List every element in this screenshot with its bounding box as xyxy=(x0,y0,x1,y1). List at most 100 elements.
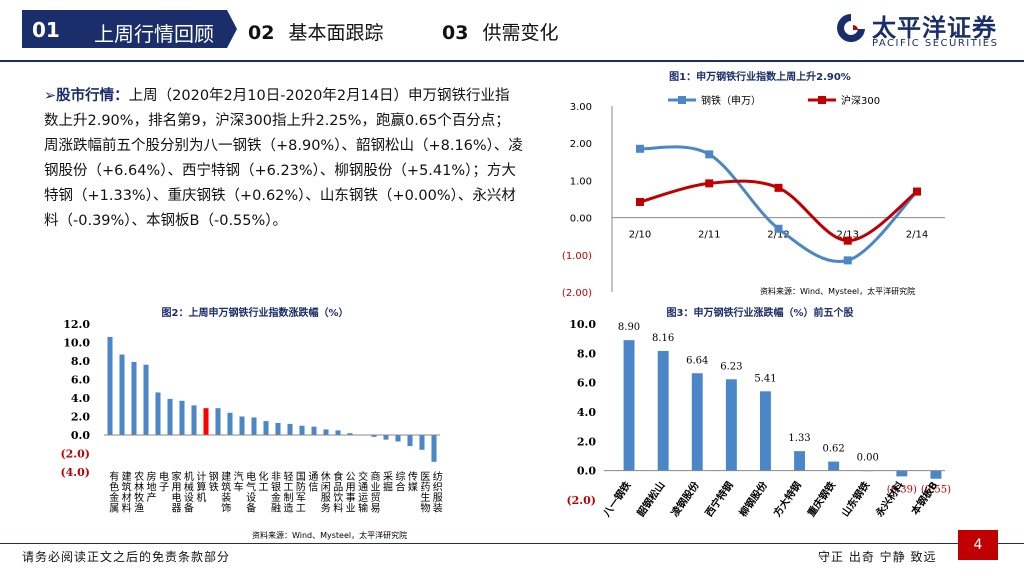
x-tick-label: 医药生物 xyxy=(420,471,430,515)
x-tick-label: 2/14 xyxy=(906,230,928,241)
bar-商业贸易 xyxy=(371,435,377,437)
y-tick-label: 3.00 xyxy=(570,102,592,113)
x-tick-label: 农林牧渔 xyxy=(134,470,144,515)
data-label: 5.41 xyxy=(754,373,776,384)
y-tick-label: (2.0) xyxy=(60,448,90,461)
y-tick-label: 2.0 xyxy=(71,411,90,424)
x-tick-label: 电气设备 xyxy=(246,470,256,515)
bar-银行 xyxy=(431,435,437,462)
source-note: 资料来源：Wind、Mysteel，太平洋研究院 xyxy=(760,286,915,296)
slide-header: 01 上周行情回顾 02 基本面跟踪 03 供需变化 太平洋证券 PACIFIC S… xyxy=(0,0,1024,62)
legend-swatch-marker xyxy=(678,96,686,104)
data-label: 8.90 xyxy=(618,322,640,333)
bar-建筑装饰 xyxy=(215,408,221,435)
x-tick-label: 汽车 xyxy=(234,470,244,494)
tab-market-review[interactable]: 01 上周行情回顾 xyxy=(22,10,237,48)
y-tick-label: 6.0 xyxy=(577,377,596,390)
bar-家用电器 xyxy=(167,398,173,435)
bar-凌钢股份 xyxy=(691,373,703,471)
bar-休闲服务 xyxy=(323,429,329,435)
x-tick-label: 采掘 xyxy=(383,471,393,494)
bar-传媒 xyxy=(311,426,317,435)
x-tick-label: 韶钢松山 xyxy=(634,479,668,519)
x-tick-label: 食品饮料 xyxy=(333,470,343,515)
x-tick-label: 2/12 xyxy=(767,230,789,241)
bar-化工 xyxy=(263,421,269,435)
x-tick-label: 国防军工 xyxy=(296,471,306,515)
x-tick-label: 机械设备 xyxy=(184,470,194,515)
bar-电气设备 xyxy=(239,416,245,435)
bar-八一钢铁 xyxy=(623,340,635,471)
x-tick-label: 2/10 xyxy=(629,230,651,241)
tab-label: 上周行情回顾 xyxy=(94,22,214,46)
x-tick-label: 建筑材料 xyxy=(122,470,132,515)
series-point-2 xyxy=(636,197,644,206)
chart-fig3: 图3：申万钢铁行业涨跌幅（%）前五个股 10.0 8.0 6.0 4.0 2.0 0.0 (2… xyxy=(566,306,951,520)
series-point-1 xyxy=(636,144,644,153)
series-point-2 xyxy=(705,179,714,188)
bar-西宁特钢 xyxy=(725,379,737,471)
bar-钢铁 xyxy=(203,408,209,435)
chart-title: 图2：上周申万钢铁行业指数涨跌幅（%） xyxy=(162,306,349,319)
y-tick-label: (2.00) xyxy=(562,288,592,299)
x-tick-label: 钢铁 xyxy=(209,470,219,494)
active-tab-shape xyxy=(22,10,237,48)
x-tick-label: 凌钢股份 xyxy=(668,478,702,519)
x-tick-label: 电子 xyxy=(159,470,169,494)
bar-医药生物 xyxy=(419,435,425,450)
x-tick-label: 非银金融 xyxy=(271,471,281,515)
legend-label: 钢铁（申万） xyxy=(701,94,761,107)
bar-本钢板B xyxy=(930,470,942,479)
y-tick-label: (2.0) xyxy=(566,494,596,507)
bar-方大特钢 xyxy=(794,451,806,471)
x-tick-label: 商业贸易 xyxy=(371,470,381,515)
y-tick-label: 8.0 xyxy=(71,355,90,368)
x-tick-label: 综合 xyxy=(395,470,405,494)
series-line-1 xyxy=(639,145,919,263)
logo-english: PACIFIC SECURITIES xyxy=(872,38,999,49)
y-tick-label: 1.00 xyxy=(570,176,592,187)
summary-body: 上周（2020年2月10日-2020年2月14日）申万钢铁行业指数上升2.90%… xyxy=(44,88,523,229)
bar-建筑材料 xyxy=(119,354,125,435)
x-tick-label: 建筑装饰 xyxy=(221,470,231,515)
y-tick-label: (4.0) xyxy=(60,466,90,479)
series-point-2 xyxy=(843,236,852,245)
bar-电子 xyxy=(155,392,161,435)
x-tick-label: 方大特钢 xyxy=(770,479,804,519)
bar-非银金融 xyxy=(299,425,305,435)
bar-有色金属 xyxy=(107,336,113,435)
bar-永兴材料 xyxy=(896,470,908,477)
tab-supply-demand[interactable]: 03 供需变化 xyxy=(442,18,558,45)
chart-title: 图3：申万钢铁行业涨跌幅（%）前五个股 xyxy=(667,306,855,319)
data-label: (0.55) xyxy=(921,485,951,496)
x-tick-label: 纺织服装 xyxy=(433,470,443,515)
y-tick-label: (1.00) xyxy=(562,251,592,262)
tab-fundamentals[interactable]: 02 基本面跟踪 xyxy=(248,18,383,45)
bar-重庆钢铁 xyxy=(828,461,840,471)
logo-chinese: 太平洋证券 xyxy=(872,14,997,42)
bar-轻工制造 xyxy=(275,422,281,435)
tab-label: 供需变化 xyxy=(482,22,559,44)
tab-number: 01 xyxy=(32,18,60,42)
bar-公用事业 xyxy=(347,433,353,435)
legend-swatch-marker xyxy=(818,96,826,104)
data-label: 0.62 xyxy=(823,444,845,455)
x-tick-label: 轻工制造 xyxy=(283,470,293,515)
data-label: 6.64 xyxy=(686,355,708,366)
x-tick-label: 2/13 xyxy=(837,230,859,241)
x-tick-label: 休闲服务 xyxy=(321,471,331,515)
x-tick-label: 西宁特钢 xyxy=(702,479,736,519)
y-tick-label: 0.00 xyxy=(570,214,592,225)
y-tick-label: 2.0 xyxy=(577,435,596,448)
bar-汽车 xyxy=(227,412,233,435)
footer-divider xyxy=(0,543,1024,544)
bar-通信 xyxy=(251,417,257,435)
y-tick-label: 2.00 xyxy=(570,139,592,150)
logo-mark-icon xyxy=(837,14,865,42)
summary-heading: 股市行情： xyxy=(56,88,129,104)
x-tick-label: 计算机 xyxy=(196,470,206,504)
tab-number: 03 xyxy=(442,22,469,44)
x-tick-label: 八一钢铁 xyxy=(599,479,633,520)
x-tick-label: 通信 xyxy=(308,471,318,494)
chart-fig1: 图1：申万钢铁行业指数上周上升2.90% 3.00 2.00 1.00 0.00 (1.0… xyxy=(562,70,945,299)
